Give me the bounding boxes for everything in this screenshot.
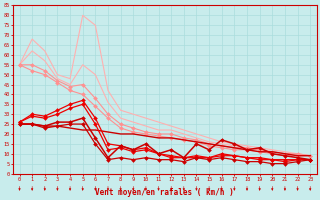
X-axis label: Vent moyen/en rafales ( km/h ): Vent moyen/en rafales ( km/h ) xyxy=(95,188,234,197)
